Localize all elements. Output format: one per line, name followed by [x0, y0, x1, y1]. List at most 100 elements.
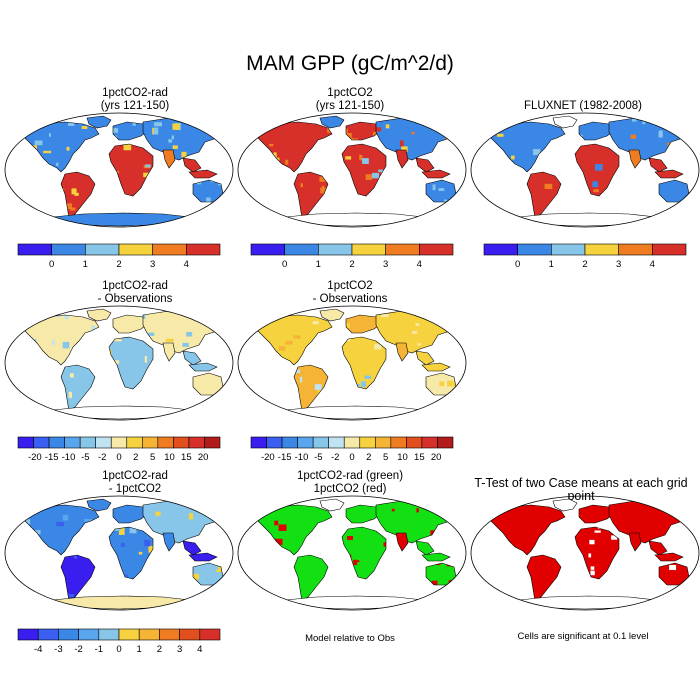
map-boundary [237, 305, 467, 421]
land-indonesia [422, 553, 450, 561]
colorbar-2: 0 1 2 3 4 [250, 243, 454, 270]
land-north-america [25, 122, 99, 172]
colorbar-tick-label: 2 [366, 452, 371, 463]
land-indonesia [189, 363, 217, 371]
land-greenland [320, 309, 344, 321]
colorbar-swatch [98, 628, 120, 641]
colorbar-swatch [17, 243, 52, 256]
land-south-america [527, 172, 561, 218]
colorbar-tick-label: -15 [45, 452, 59, 463]
map-boundary [4, 495, 234, 611]
colorbar-swatch [110, 436, 128, 449]
land-greenland [553, 499, 577, 511]
land-asia [143, 501, 225, 543]
caption-model-relative: Model relative to Obs [305, 633, 395, 644]
colorbar-swatch [652, 243, 687, 256]
colorbar-swatch [17, 436, 34, 449]
colorbar-swatch [359, 436, 376, 449]
colorbar-swatch [48, 436, 65, 449]
colorbar-swatch [318, 243, 353, 256]
land-australia [659, 563, 689, 585]
land-greenland [87, 499, 111, 511]
colorbar-tick-label: -2 [98, 452, 106, 463]
colorbar-tick-label: 4 [197, 644, 202, 655]
colorbar-tick-label: -5 [81, 452, 89, 463]
colorbar-swatch [281, 436, 298, 449]
colorbar-tick-label: 2 [582, 259, 587, 270]
colorbar-swatch [95, 436, 112, 449]
colorbar-swatch [118, 243, 153, 256]
land-antarctica [43, 406, 199, 419]
land-greenland [320, 499, 344, 511]
colorbar-swatch [204, 436, 221, 449]
land-europe [113, 315, 149, 333]
land-europe [346, 315, 382, 333]
map-panel-3 [470, 112, 700, 228]
colorbar-tick-label: 10 [164, 452, 175, 463]
colorbar-tick-label: 0 [49, 259, 54, 270]
map-panel-5 [237, 305, 467, 421]
colorbar-tick-label: -1 [95, 644, 103, 655]
land-se-asia [649, 541, 667, 555]
land-antarctica [509, 596, 665, 609]
map-boundary [237, 495, 467, 611]
colorbar-swatch [312, 436, 329, 449]
colorbar-swatch [157, 436, 174, 449]
colorbar-tick-label: 5 [383, 452, 388, 463]
colorbar-tick-label: -2 [74, 644, 82, 655]
colorbar-swatch [483, 243, 518, 256]
colorbar-tick-label: -4 [34, 644, 42, 655]
figure-title: MAM GPP (gC/m^2/d) [246, 52, 454, 75]
colorbar-tick-label: 15 [181, 452, 192, 463]
colorbar-swatch [118, 628, 140, 641]
colorbar-6: -4 -3 -2 -1 0 1 2 3 4 [17, 628, 221, 655]
panel-title-co2-minus-obs: 1pctCO2 - Observations [312, 280, 388, 305]
colorbar-tick-label: -20 [261, 452, 275, 463]
colorbar-tick-label: 0 [349, 452, 354, 463]
colorbar-tick-label: -2 [331, 452, 339, 463]
land-europe [579, 505, 615, 523]
land-europe [113, 505, 149, 523]
map-panel-2 [237, 112, 467, 228]
land-europe [579, 122, 615, 140]
land-australia [426, 563, 456, 585]
colorbar-tick-label: 1 [83, 259, 88, 270]
colorbar-tick-label: 3 [150, 259, 155, 270]
colorbar-swatch [64, 436, 81, 449]
land-antarctica [276, 596, 432, 609]
land-indonesia [655, 170, 683, 178]
map-panel-8 [470, 495, 700, 611]
colorbar-tick-label: 20 [198, 452, 209, 463]
colorbar-tick-label: -10 [295, 452, 309, 463]
land-se-asia [183, 158, 201, 172]
colorbar-swatch [250, 243, 285, 256]
colorbar-swatch [551, 243, 586, 256]
land-north-america [258, 122, 332, 172]
colorbar-swatch [266, 436, 283, 449]
land-south-america [294, 555, 328, 601]
colorbar-swatch [328, 436, 345, 449]
colorbar-swatch [419, 243, 454, 256]
colorbar-swatch [159, 628, 180, 641]
colorbar-5: -20 -15 -10 -5 -2 0 2 5 10 15 20 [250, 436, 454, 463]
colorbar-swatch [406, 436, 423, 449]
map-boundary [4, 112, 234, 228]
land-se-asia [649, 158, 667, 172]
land-north-america [258, 315, 332, 365]
land-south-america [294, 365, 328, 411]
map-boundary [237, 112, 467, 228]
land-asia [609, 501, 691, 543]
land-africa [109, 144, 153, 196]
colorbar-swatch [37, 628, 59, 641]
land-greenland [87, 116, 111, 128]
colorbar-swatch [199, 628, 221, 641]
panel-title-rad-minus-co2: 1pctCO2-rad - 1pctCO2 [102, 470, 168, 495]
colorbar-tick-label: 4 [184, 259, 189, 270]
map-panel-1 [4, 112, 234, 228]
map-panel-6 [4, 495, 234, 611]
caption-significant: Cells are significant at 0.1 level [517, 631, 649, 642]
land-north-america [491, 505, 565, 555]
land-africa [342, 144, 386, 196]
panel-title-fluxnet: FLUXNET (1982-2008) [523, 100, 643, 112]
colorbar-swatch [33, 436, 50, 449]
